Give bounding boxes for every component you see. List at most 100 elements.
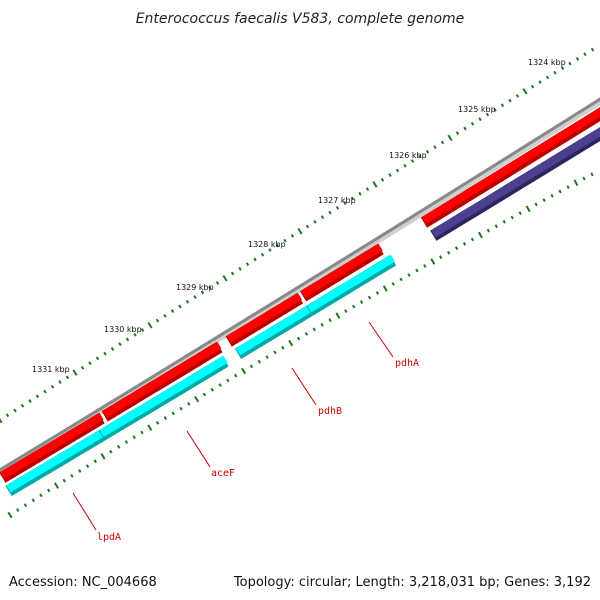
cds-forward-4 [299, 243, 384, 302]
tick-mark [538, 80, 542, 84]
tick-mark [439, 255, 443, 259]
tick-mark [545, 75, 550, 80]
tick-mark [155, 318, 160, 323]
scale-ticks [0, 47, 595, 519]
tick-mark [502, 219, 506, 224]
feature-tracks [0, 107, 600, 497]
tick-mark [275, 243, 280, 248]
tick-mark [365, 187, 370, 192]
tick-mark [132, 435, 136, 440]
tick-mark [418, 154, 422, 159]
tick-mark [566, 185, 570, 189]
tick-mark [367, 295, 372, 300]
tick-mark [234, 373, 238, 378]
gene-pdhA [306, 254, 397, 317]
tick-mark [208, 285, 212, 290]
tick-mark [7, 511, 13, 519]
kbp-label-1331: 1331 kbp [32, 365, 70, 374]
tick-mark [407, 273, 411, 277]
leader-line-pdhA [368, 321, 394, 358]
tick-mark [388, 173, 392, 178]
map-title: Enterococcus faecalis V583, complete gen… [136, 11, 465, 27]
tick-mark [133, 332, 137, 337]
tick-mark [116, 444, 121, 449]
gene-label-aceF: aceF [211, 468, 235, 479]
tick-mark [193, 295, 197, 299]
tick-mark [241, 367, 247, 375]
feature-other [430, 127, 600, 241]
tick-mark [328, 210, 332, 215]
tick-mark [447, 134, 453, 142]
tick-mark [53, 482, 60, 489]
tick-mark [454, 246, 459, 251]
tick-mark [95, 356, 100, 361]
tick-mark [23, 503, 28, 508]
tick-mark [140, 430, 144, 435]
tick-mark [343, 201, 347, 206]
cds-forward-3 [225, 292, 304, 347]
tick-mark [410, 159, 415, 164]
tick-mark [210, 387, 214, 392]
tick-mark [163, 416, 168, 421]
tick-mark [194, 395, 200, 403]
kbp-label-1328: 1328 kbp [248, 240, 286, 249]
tick-mark [508, 98, 512, 103]
tick-mark [185, 299, 190, 304]
tick-mark [179, 406, 183, 411]
tick-mark [542, 198, 546, 202]
tick-mark [20, 403, 25, 408]
tick-mark [382, 285, 388, 292]
kbp-label-1324: 1324 kbp [528, 58, 566, 67]
tick-mark [463, 126, 467, 131]
tick-mark [28, 399, 32, 403]
tick-mark [510, 215, 514, 220]
tick-mark [320, 215, 325, 220]
kbp-label-1325: 1325 kbp [458, 105, 496, 114]
tick-mark [109, 449, 113, 454]
tick-mark [447, 250, 451, 255]
tick-mark [147, 424, 153, 431]
tick-mark [171, 411, 175, 416]
tick-mark [124, 440, 129, 444]
tick-mark [226, 378, 230, 383]
tick-mark [590, 47, 595, 52]
tick-mark [470, 121, 475, 126]
tick-mark [85, 464, 90, 469]
tick-mark [478, 117, 482, 122]
tick-mark [493, 108, 497, 112]
tick-mark [423, 264, 427, 268]
tick-mark [238, 266, 242, 271]
tick-mark [245, 262, 250, 266]
tick-mark [530, 84, 535, 89]
tick-mark [415, 268, 419, 273]
gene-lpdA [5, 430, 105, 497]
tick-mark [93, 459, 97, 464]
tick-mark [290, 234, 295, 238]
tick-mark [430, 258, 436, 265]
tick-mark [583, 52, 587, 57]
tick-mark [218, 383, 222, 387]
tick-mark [403, 163, 407, 168]
tick-mark [140, 328, 145, 332]
tick-mark [320, 322, 324, 327]
tick-mark [522, 88, 528, 95]
tick-mark [215, 281, 220, 285]
tick-mark [187, 402, 191, 406]
tick-mark [72, 369, 78, 376]
tick-mark [281, 345, 285, 350]
tick-mark [110, 347, 115, 351]
tick-mark [78, 469, 82, 473]
tick-mark [550, 193, 554, 198]
tick-mark [558, 189, 562, 194]
tick-mark [425, 149, 430, 154]
gene-label-pdhA: pdhA [395, 358, 419, 369]
tick-mark [335, 312, 341, 319]
tick-mark [305, 224, 310, 229]
tick-mark [470, 237, 475, 242]
cds-forward-2 [101, 341, 223, 422]
genome-summary-text: Topology: circular; Length: 3,218,031 bp… [233, 575, 591, 590]
tick-mark [202, 392, 207, 397]
tick-mark [380, 177, 385, 182]
kbp-label-1326: 1326 kbp [389, 151, 427, 160]
